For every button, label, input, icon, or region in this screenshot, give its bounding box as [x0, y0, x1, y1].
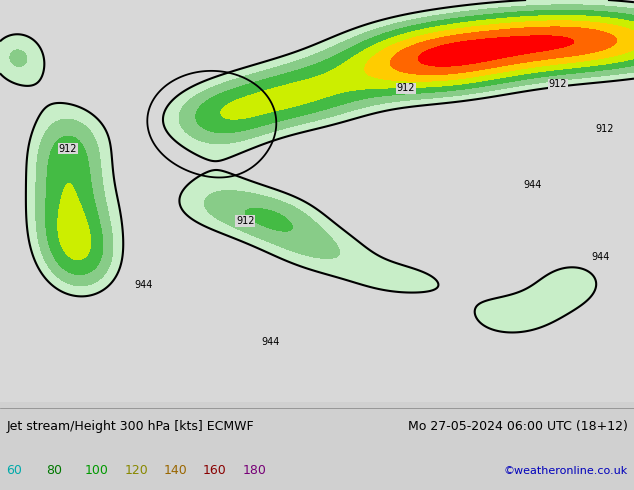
Text: 80: 80	[46, 464, 61, 477]
Text: 100: 100	[85, 464, 109, 477]
Text: Jet stream/Height 300 hPa [kts] ECMWF: Jet stream/Height 300 hPa [kts] ECMWF	[6, 420, 254, 433]
Text: 944: 944	[134, 280, 153, 290]
Text: 912: 912	[58, 144, 77, 154]
Text: 160: 160	[203, 464, 226, 477]
Text: Mo 27-05-2024 06:00 UTC (18+12): Mo 27-05-2024 06:00 UTC (18+12)	[408, 420, 628, 433]
Text: 944: 944	[524, 180, 541, 190]
Text: ©weatheronline.co.uk: ©weatheronline.co.uk	[503, 466, 628, 476]
Text: 912: 912	[548, 79, 567, 89]
Text: 912: 912	[236, 216, 254, 226]
Text: 60: 60	[6, 464, 22, 477]
Text: 180: 180	[242, 464, 266, 477]
Text: 140: 140	[164, 464, 187, 477]
Text: 912: 912	[396, 83, 415, 94]
Text: 912: 912	[595, 123, 614, 134]
Text: 120: 120	[124, 464, 148, 477]
Text: 944: 944	[261, 337, 280, 346]
Text: 944: 944	[591, 252, 609, 262]
